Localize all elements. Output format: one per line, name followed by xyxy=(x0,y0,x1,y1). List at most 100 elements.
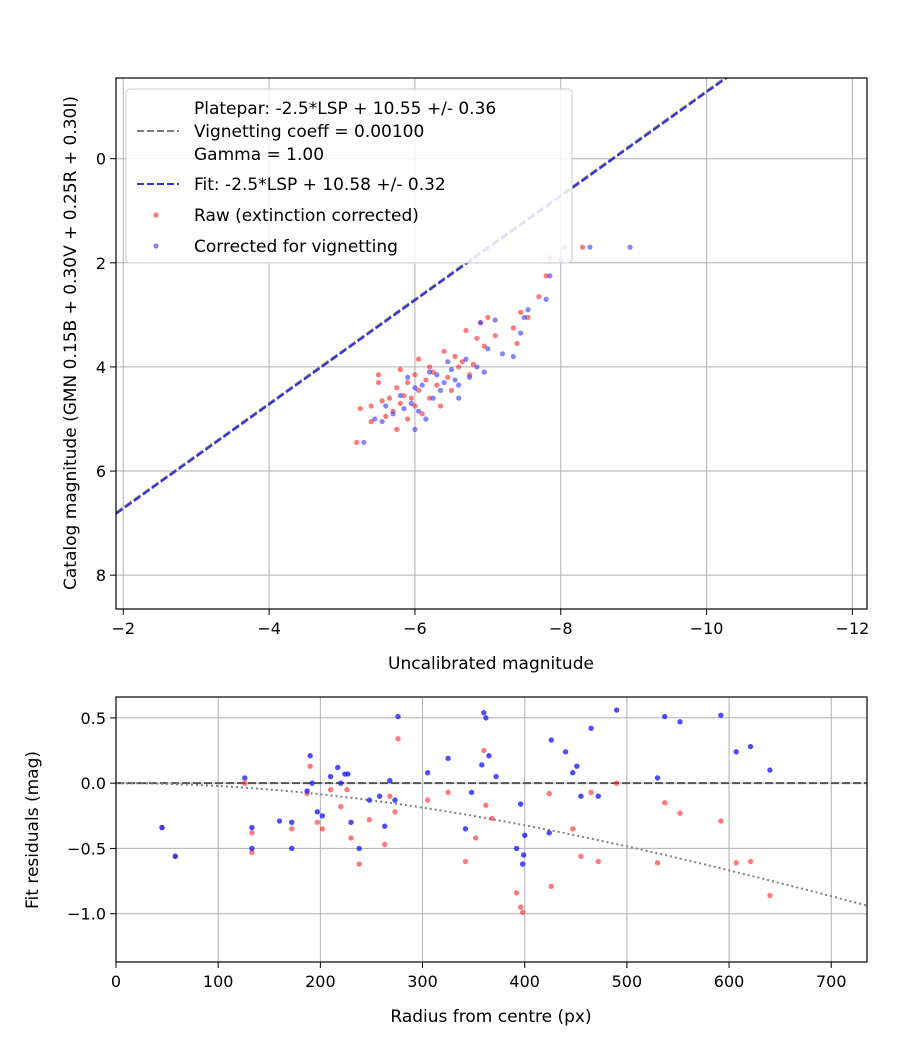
raw-point xyxy=(514,340,520,347)
raw-point xyxy=(492,333,498,339)
corrected-residual-point xyxy=(718,712,724,718)
corrected-point xyxy=(463,356,469,362)
corrected-residual-point xyxy=(767,767,773,773)
corrected-residual-point xyxy=(338,780,344,786)
corrected-residual-point xyxy=(387,777,393,784)
corrected-point xyxy=(437,387,444,393)
corrected-residual-point xyxy=(304,788,310,794)
raw-point xyxy=(415,356,422,362)
corrected-residual-point xyxy=(462,826,469,832)
legend-vignetting-text: Vignetting coeff = 0.00100 xyxy=(194,122,424,142)
raw-point xyxy=(459,359,465,365)
corrected-residual-point xyxy=(395,713,401,720)
corrected-point xyxy=(426,369,433,375)
raw-point xyxy=(426,364,433,370)
corrected-residual-point xyxy=(289,819,295,826)
legend-corrected-text: Corrected for vignetting xyxy=(194,237,398,257)
raw-residual-point xyxy=(387,793,393,799)
raw-residual-point xyxy=(424,797,431,803)
corrected-residual-point xyxy=(348,819,354,826)
raw-residual-point xyxy=(588,789,594,795)
corrected-residual-point xyxy=(327,773,334,780)
raw-point xyxy=(470,361,476,367)
corrected-point xyxy=(441,379,447,386)
raw-residual-point xyxy=(578,853,584,859)
raw-residual-point xyxy=(319,826,326,832)
bottom-grid xyxy=(115,697,867,962)
top-x-tick-label: −10 xyxy=(690,619,724,638)
raw-residual-point xyxy=(548,883,554,889)
raw-point xyxy=(437,403,444,409)
corrected-point xyxy=(434,372,440,378)
raw-point xyxy=(379,398,385,404)
top-y-tick-label: 2 xyxy=(96,254,106,273)
corrected-residual-point xyxy=(356,845,362,852)
corrected-point xyxy=(448,366,454,373)
corrected-residual-point xyxy=(424,770,431,776)
raw-residual-point xyxy=(356,861,362,867)
bottom-reference-lines xyxy=(116,782,868,907)
raw-residual-point xyxy=(613,780,620,786)
raw-residual-point xyxy=(595,858,601,865)
bottom-x-tick-label: 500 xyxy=(612,972,643,991)
top-x-ticks: −2 −4 −6 −8 −10 −12 xyxy=(111,609,869,638)
corrected-residual-point xyxy=(382,823,388,829)
corrected-residual-point xyxy=(519,861,526,867)
raw-residual-point xyxy=(677,810,683,816)
raw-residual-point xyxy=(242,780,248,786)
bottom-y-tick-label: 0.0 xyxy=(81,774,106,793)
raw-residual-point xyxy=(489,815,495,822)
corrected-residual-point xyxy=(172,853,178,859)
corrected-point xyxy=(412,385,418,391)
raw-residual-point xyxy=(307,763,313,769)
corrected-residual-point xyxy=(249,845,255,852)
top-y-axis-label: Catalog magnitude (GMN 0.15B + 0.30V + 0… xyxy=(61,96,81,590)
raw-point xyxy=(445,374,451,380)
corrected-point xyxy=(547,273,553,279)
corrected-residual-point xyxy=(613,707,620,713)
raw-point xyxy=(415,387,422,393)
raw-point xyxy=(412,403,418,409)
corrected-residual-point xyxy=(479,762,485,768)
raw-residual-point xyxy=(747,858,754,865)
raw-residual-point xyxy=(483,802,489,809)
bottom-x-axis-label: Radius from centre (px) xyxy=(390,1007,591,1027)
raw-residual-point xyxy=(519,909,526,916)
corrected-residual-point xyxy=(562,749,569,755)
raw-point xyxy=(441,348,447,354)
corrected-point xyxy=(521,314,527,321)
raw-point xyxy=(448,387,454,393)
bottom-y-axis-label: Fit residuals (mag) xyxy=(23,751,43,909)
raw-point xyxy=(525,314,531,321)
raw-point xyxy=(419,411,425,417)
top-x-tick-label: −2 xyxy=(111,619,135,638)
raw-point xyxy=(426,395,433,401)
legend-corrected-marker xyxy=(153,243,159,249)
corrected-residual-point xyxy=(513,845,520,852)
legend: Platepar: -2.5*LSP + 10.55 +/- 0.36 Vign… xyxy=(125,88,573,264)
corrected-point xyxy=(485,346,491,352)
raw-point xyxy=(408,395,414,401)
raw-residual-point xyxy=(344,786,350,793)
raw-point xyxy=(434,382,440,388)
corrected-point xyxy=(405,374,411,380)
raw-point xyxy=(412,372,418,378)
corrected-point xyxy=(543,296,549,302)
corrected-point xyxy=(518,330,524,336)
raw-point xyxy=(383,413,389,419)
raw-point xyxy=(386,395,393,401)
corrected-residual-point xyxy=(345,771,351,777)
bottom-scatter-points xyxy=(159,707,773,916)
raw-point xyxy=(354,439,360,446)
corrected-point xyxy=(430,395,436,401)
bottom-x-tick-label: 0 xyxy=(111,972,121,991)
corrected-residual-point xyxy=(159,824,165,831)
raw-point xyxy=(375,379,382,386)
corrected-point xyxy=(510,353,516,360)
raw-point xyxy=(485,314,491,321)
corrected-residual-point xyxy=(677,719,683,725)
raw-point xyxy=(456,364,462,370)
top-x-tick-label: −6 xyxy=(403,619,427,638)
legend-platepar-text: Platepar: -2.5*LSP + 10.55 +/- 0.36 xyxy=(194,99,496,119)
raw-residual-point xyxy=(661,800,668,806)
